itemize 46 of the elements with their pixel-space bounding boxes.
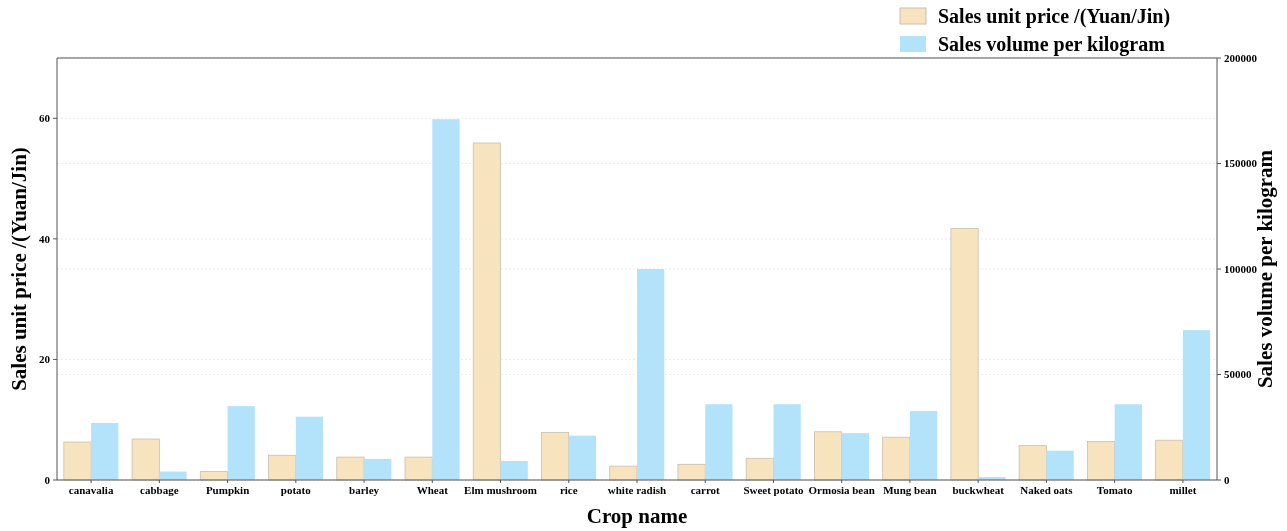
legend-label: Sales unit price /(Yuan/Jin) bbox=[938, 5, 1171, 28]
bar bbox=[950, 228, 979, 481]
x-tick-label: buckwheat bbox=[952, 484, 1005, 496]
x-tick-label: millet bbox=[1169, 484, 1197, 496]
x-tick-label: cabbage bbox=[140, 484, 179, 496]
x-tick-label: Mung bean bbox=[883, 484, 937, 496]
bar bbox=[745, 457, 774, 481]
y2-tick-label: 0 bbox=[1224, 473, 1230, 486]
bar bbox=[432, 119, 460, 480]
bar bbox=[131, 438, 160, 481]
y-tick-label: 40 bbox=[39, 232, 51, 245]
y-axis-title: Sales unit price /(Yuan/Jin) bbox=[7, 147, 31, 391]
y2-tick-label: 50000 bbox=[1224, 368, 1252, 381]
x-tick-label: white radish bbox=[607, 484, 667, 496]
x-tick-label: Pumpkin bbox=[205, 484, 250, 496]
bar bbox=[609, 465, 638, 481]
bar bbox=[773, 404, 801, 480]
x-axis-title: Crop name bbox=[586, 504, 688, 528]
x-tick-label: potato bbox=[280, 484, 312, 496]
x-tick-label: canavalia bbox=[68, 484, 114, 496]
x-tick-label: Sweet potato bbox=[743, 484, 805, 496]
bar bbox=[1182, 330, 1211, 480]
x-tick-label: Naked oats bbox=[1020, 484, 1074, 496]
x-tick-label: Ormosia bean bbox=[808, 484, 875, 496]
bar bbox=[227, 406, 255, 480]
bar bbox=[1155, 439, 1184, 481]
bar bbox=[500, 461, 528, 480]
y2-tick-label: 100000 bbox=[1224, 262, 1258, 275]
y-tick-label: 20 bbox=[39, 353, 51, 366]
bar bbox=[404, 456, 433, 481]
x-tick-label: Elm mushroom bbox=[464, 484, 537, 496]
y-tick-label: 0 bbox=[44, 473, 51, 486]
bar bbox=[637, 269, 665, 480]
x-tick-label: rice bbox=[559, 484, 578, 496]
y2-tick-label: 200000 bbox=[1224, 51, 1258, 64]
legend-label: Sales volume per kilogram bbox=[938, 33, 1166, 56]
bar bbox=[677, 463, 706, 481]
x-tick-label: Wheat bbox=[416, 484, 449, 496]
x-tick-label: barley bbox=[349, 484, 380, 496]
bar bbox=[472, 142, 501, 481]
bar bbox=[705, 404, 733, 480]
y-tick-label: 60 bbox=[39, 112, 51, 125]
x-tick-label: Tomato bbox=[1096, 484, 1133, 496]
x-tick-label: carrot bbox=[690, 484, 721, 496]
y2-tick-label: 150000 bbox=[1224, 157, 1258, 170]
bar bbox=[295, 416, 324, 480]
